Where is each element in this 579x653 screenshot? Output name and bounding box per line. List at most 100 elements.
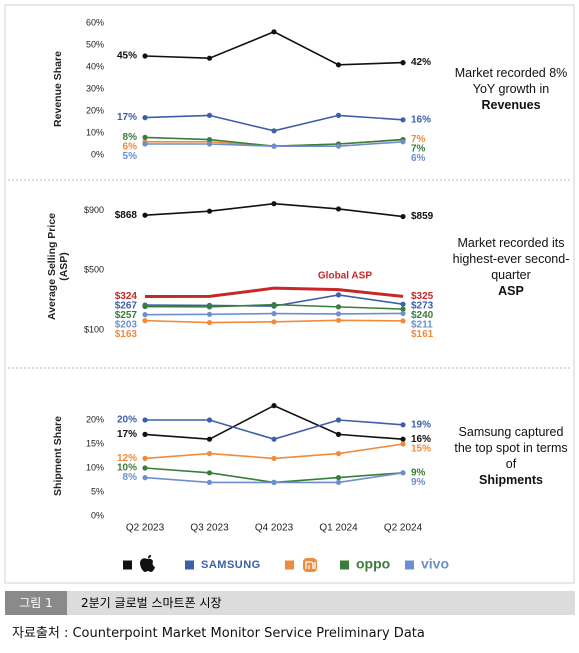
value-label: $868 [115,210,138,221]
value-label: 12% [117,453,137,464]
point [400,436,406,442]
point [142,417,148,423]
point [206,137,213,143]
legend-swatch [340,560,349,570]
point [400,301,406,307]
point [400,60,406,66]
x-tick-label: Q4 2023 [255,523,294,534]
source: 자료출처 : Counterpoint Market Monitor Servi… [12,626,425,641]
point [206,55,213,61]
point [335,143,342,149]
y-tick-label: $100 [84,324,104,334]
point [206,470,213,476]
value-label: 10% [117,463,137,474]
point [206,141,213,147]
note-emphasis: ASP [498,283,524,298]
value-label: 9% [411,477,426,488]
y-tick-label: 10% [86,127,104,137]
point [335,317,342,323]
series-line [144,286,404,299]
point [335,292,342,298]
point [142,465,148,471]
x-tick-label: Q1 2024 [319,523,358,534]
point [206,436,213,442]
value-label: 6% [123,142,138,153]
point [142,212,148,218]
value-label: 17% [117,112,137,123]
point [271,455,277,461]
note-text: Samsung captured the top spot in terms o… [454,425,568,471]
point [271,128,277,134]
point [335,479,342,485]
side-note: Market recorded its highest-ever second-… [452,235,570,299]
value-label: 16% [411,114,431,125]
apple-logo [140,555,155,572]
point [206,311,213,317]
point [335,451,342,457]
point [400,117,406,123]
value-label: 15% [411,443,431,454]
y-tick-label: 0% [91,149,104,159]
point [335,311,342,317]
point [400,422,406,428]
frame [4,4,575,584]
point [142,318,148,324]
note-emphasis: Shipments [479,473,543,487]
x-tick-label: Q2 2024 [384,523,423,534]
legend-swatch [405,560,414,570]
side-note: Market recorded 8% YoY growth in Revenues [452,65,570,113]
y-tick-label: 0% [91,510,104,520]
y-tick-label: $900 [84,205,104,215]
point [335,112,342,118]
point [271,29,277,35]
figure-title: 2분기 글로벌 스마트폰 시장 [81,596,222,610]
y-axis-title: Average Selling Price(ASP) [46,213,70,320]
caption: 그림 1 2분기 글로벌 스마트폰 시장 [5,591,575,615]
point [271,436,277,442]
note-text: Market recorded 8% YoY growth in [454,66,568,96]
point [400,139,406,145]
value-label: $203 [115,320,138,331]
y-tick-label: 30% [86,83,104,93]
value-label: 19% [411,419,431,430]
point [335,62,342,68]
point [335,304,342,310]
point [206,304,213,310]
value-label: $240 [411,310,434,321]
value-label: 5% [123,151,138,162]
annotation: Global ASP [318,270,372,281]
legend-swatch [123,560,132,570]
point [142,431,148,437]
value-label: $267 [115,301,138,312]
value-label: $211 [411,320,433,331]
y-axis-title: Revenue Share [52,51,64,127]
point [206,417,213,423]
point [271,479,277,485]
value-label: 8% [123,132,138,143]
point [400,318,406,324]
y-tick-label: $500 [84,265,104,275]
y-axis-title-line: Average Selling Price [46,213,58,320]
series-line [144,30,404,66]
y-tick-label: 5% [91,486,104,496]
chart: Revenue Share 0% 10% 20% 30% 40% 50% 60% 45% 42% 1… [4,4,575,584]
point [206,319,213,326]
value-label: 45% [117,51,137,62]
x-tick-label: Q3 2023 [190,523,229,534]
point [400,441,406,447]
value-label: $859 [411,211,434,222]
point [142,455,148,461]
value-label: $161 [411,329,434,340]
value-label: 42% [411,57,431,68]
point [206,208,213,214]
legend-label: SAMSUNG [201,559,261,571]
point [142,141,148,147]
x-tick-label: Q2 2023 [126,523,165,534]
point [400,310,406,317]
point [271,403,277,409]
value-label: 20% [117,415,137,426]
note-text: Market recorded its highest-ever second-… [452,235,570,282]
point [400,306,406,312]
point [206,112,213,118]
